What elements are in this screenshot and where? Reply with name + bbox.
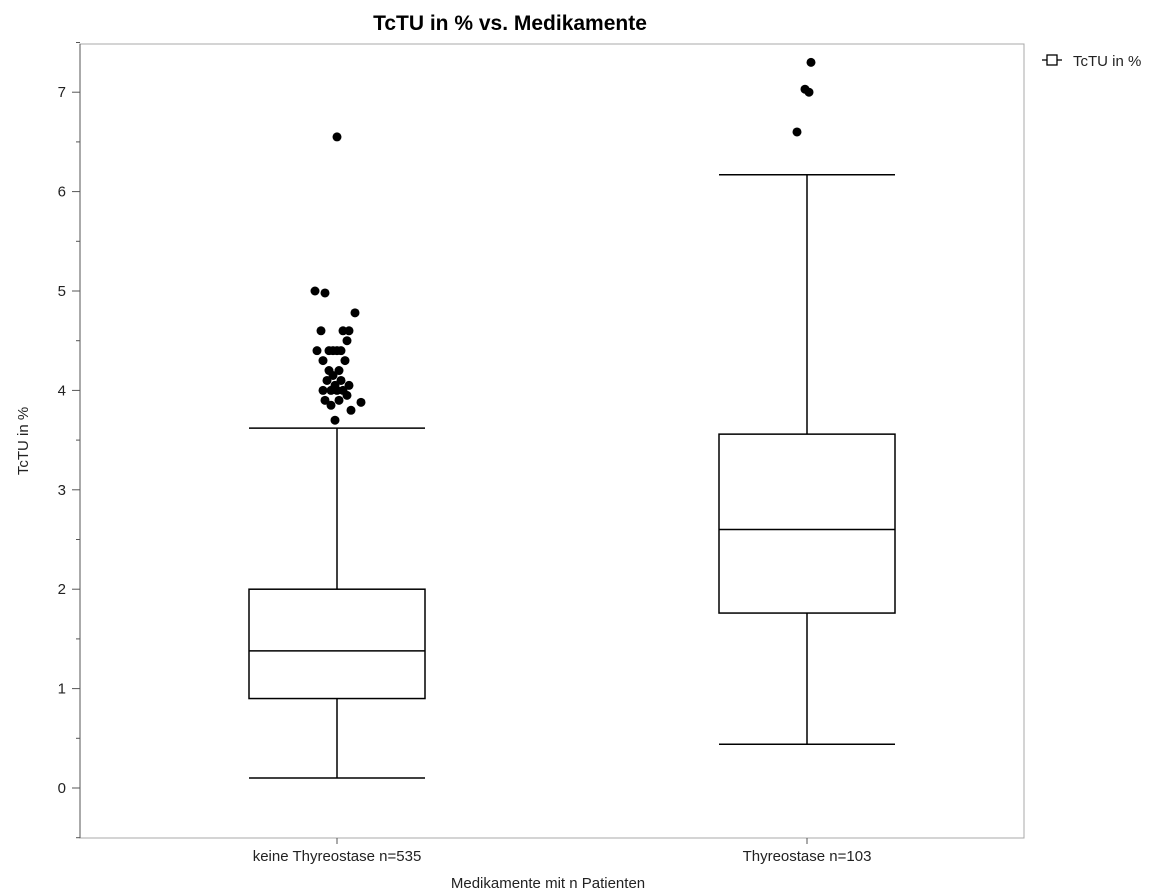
outlier-point [320,288,330,298]
y-axis-label: TcTU in % [15,407,32,475]
y-tick-label: 1 [58,681,66,698]
outlier-point [344,380,354,390]
y-tick-label: 6 [58,184,66,201]
x-tick-label: keine Thyreostase n=535 [253,848,422,865]
outlier-point [312,346,322,356]
iqr-box [718,433,896,614]
outlier-point [342,336,352,346]
outlier-point [334,366,344,376]
y-tick-label: 5 [58,283,66,300]
x-axis: keine Thyreostase n=535 Thyreostase n=103 [253,838,872,865]
outlier-point [318,356,328,366]
outlier-point [350,308,360,318]
y-tick-label: 2 [58,581,66,598]
y-axis: 0 1 2 3 4 5 6 7 [58,42,81,839]
outlier-point [806,57,816,67]
y-tick-label: 3 [58,482,66,499]
box-series [248,57,896,779]
outlier-point [336,375,346,385]
outlier-point [330,415,340,425]
chart-title: TcTU in % vs. Medikamente [373,12,647,35]
x-tick-label: Thyreostase n=103 [743,848,872,865]
y-tick-label: 4 [58,382,66,399]
outlier-point [332,132,342,142]
outlier-point [334,395,344,405]
x-axis-label: Medikamente mit n Patienten [451,875,645,892]
outlier-point [326,400,336,410]
box-group [248,132,426,779]
outlier-point [336,346,346,356]
outlier-point [320,395,330,405]
legend: TcTU in % [1042,53,1141,70]
outlier-point [328,346,338,356]
outlier-point [318,385,328,395]
outlier-point [804,87,814,97]
outlier-point [310,286,320,296]
outlier-point [328,370,338,380]
y-tick-label: 0 [58,780,66,797]
iqr-box [248,588,426,700]
outlier-point [356,397,366,407]
outlier-point [338,326,348,336]
box-group [718,57,896,746]
outlier-point [340,356,350,366]
outlier-point [322,375,332,385]
outlier-point [342,390,352,400]
plot-frame [79,43,1025,839]
box-legend-icon [1042,54,1062,66]
legend-label: TcTU in % [1073,53,1141,70]
outlier-point [346,405,356,415]
y-tick-label: 7 [58,84,66,101]
outlier-point [316,326,326,336]
outlier-point [792,127,802,137]
